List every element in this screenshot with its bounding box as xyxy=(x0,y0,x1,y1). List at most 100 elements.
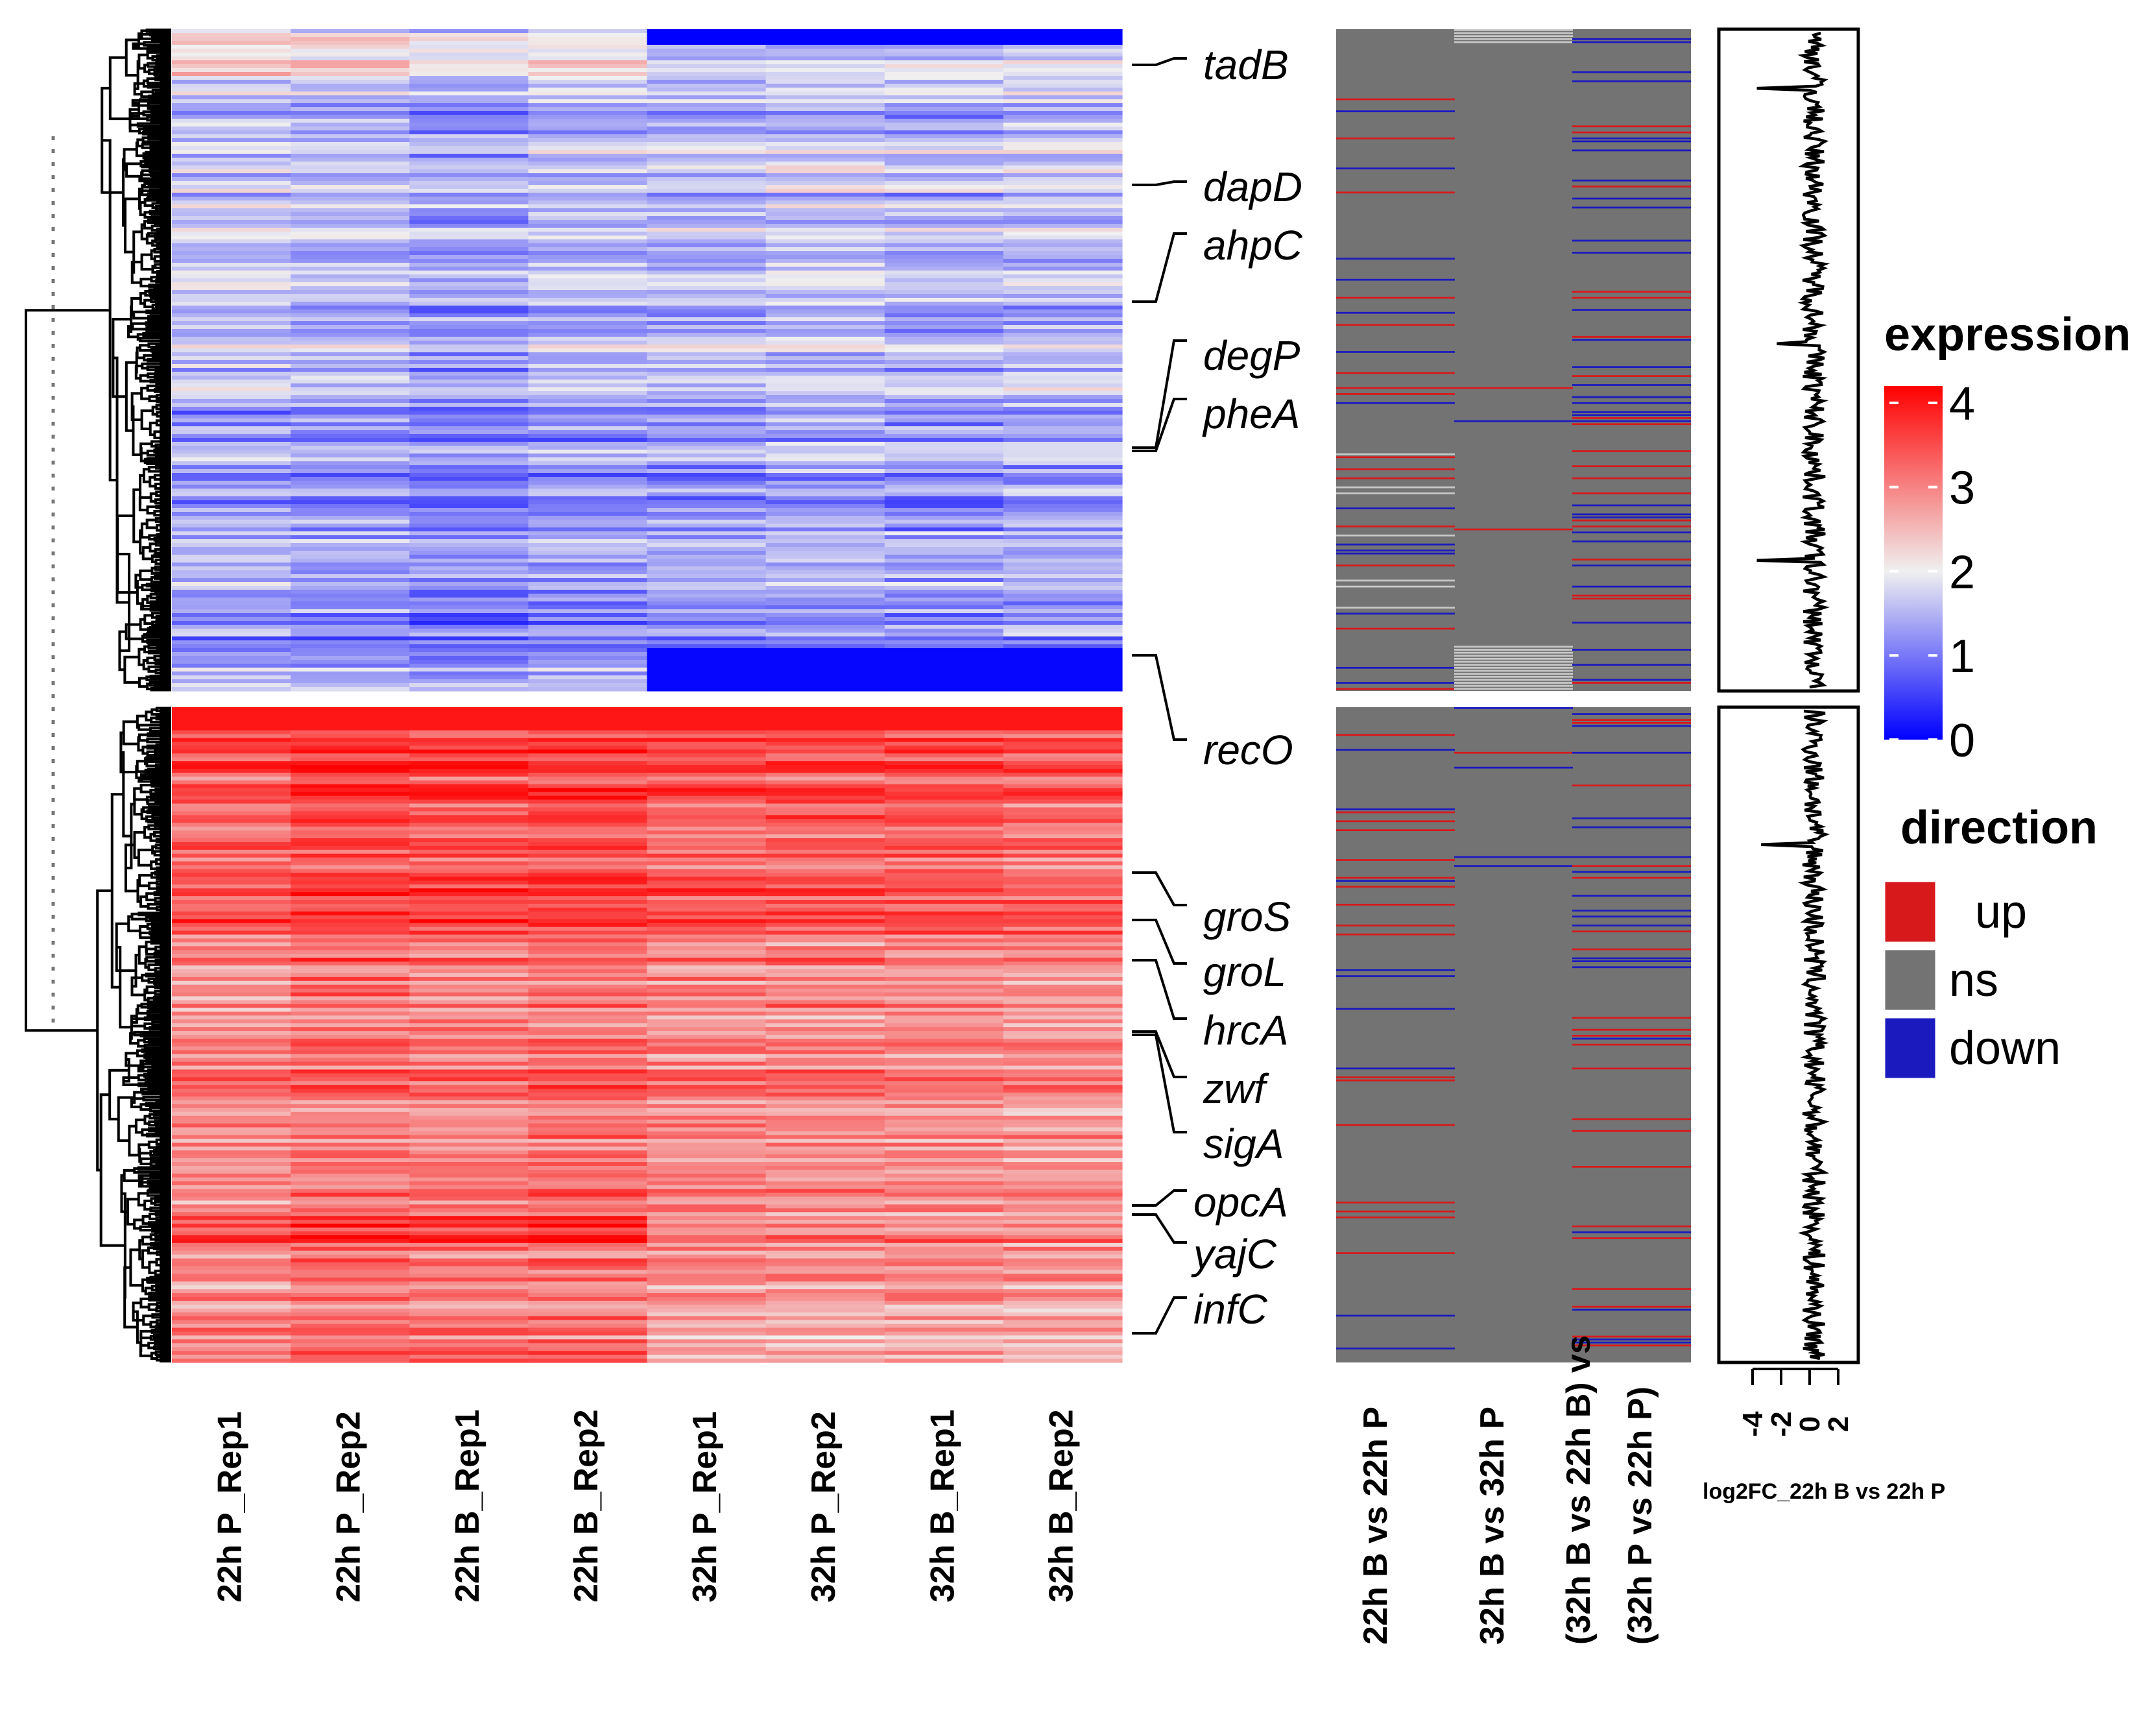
heatmap-cell xyxy=(528,648,648,653)
heatmap-cell xyxy=(1003,865,1123,870)
heatmap-cell xyxy=(172,1274,291,1278)
dendrogram-branch xyxy=(147,963,160,971)
heatmap-cell xyxy=(1003,613,1123,618)
heatmap-cell xyxy=(647,873,767,878)
heatmap-cell xyxy=(409,95,529,100)
heatmap-cell xyxy=(291,1254,410,1259)
heatmap-cell xyxy=(884,1031,1004,1035)
direction-cell xyxy=(1336,904,1455,906)
heatmap-cell xyxy=(884,162,1004,166)
heatmap-cell xyxy=(409,1343,529,1348)
heatmap-cell xyxy=(1003,799,1123,805)
heatmap-cell xyxy=(291,535,410,540)
heatmap-cell xyxy=(291,853,410,858)
dendrogram-branch xyxy=(146,632,160,637)
heatmap-cell xyxy=(172,1061,291,1067)
heatmap-cell xyxy=(291,586,410,590)
heatmap-cell xyxy=(528,679,648,684)
heatmap-cell xyxy=(291,481,410,485)
heatmap-cell xyxy=(409,37,529,42)
heatmap-cell xyxy=(647,730,767,735)
heatmap-cell xyxy=(528,660,648,664)
heatmap-cell xyxy=(647,984,767,989)
dendrogram-branch xyxy=(151,239,158,247)
heatmap-cell xyxy=(528,668,648,672)
heatmap-cell xyxy=(765,29,885,34)
heatmap-cell xyxy=(409,590,529,594)
heatmap-cell xyxy=(647,765,767,769)
dendrogram-branch xyxy=(149,1106,160,1113)
direction-cell xyxy=(1336,167,1455,170)
heatmap-cell xyxy=(647,1204,767,1209)
dendrogram-branch xyxy=(145,1052,160,1057)
heatmap-cell xyxy=(884,594,1004,598)
heatmap-cell xyxy=(647,212,767,217)
heatmap-cell xyxy=(172,313,291,318)
heatmap-cell xyxy=(409,1270,529,1274)
heatmap-cell xyxy=(172,640,291,645)
dendrogram-branch xyxy=(147,824,160,830)
direction-cell xyxy=(1336,975,1455,977)
heatmap-cell xyxy=(409,177,529,182)
heatmap-cell xyxy=(884,309,1004,314)
heatmap-cell xyxy=(647,173,767,178)
heatmap-cell xyxy=(647,1216,767,1220)
heatmap-cell xyxy=(647,1115,767,1120)
heatmap-cell xyxy=(291,1208,410,1213)
heatmap-cell xyxy=(409,372,529,376)
heatmap-cell xyxy=(172,399,291,404)
heatmap-cell xyxy=(765,1289,885,1294)
heatmap-cell xyxy=(172,220,291,224)
heatmap-cell xyxy=(172,830,291,835)
heatmap-cell xyxy=(647,629,767,633)
heatmap-cell xyxy=(884,278,1004,283)
heatmap-cell xyxy=(528,348,648,353)
heatmap-cell xyxy=(409,189,529,193)
heatmap-cell xyxy=(172,1343,291,1348)
heatmap-cell xyxy=(1003,1111,1123,1117)
heatmap-cell xyxy=(884,119,1004,123)
heatmap-cell xyxy=(291,1119,410,1124)
dendrogram-branch xyxy=(149,542,156,553)
heatmap-cell xyxy=(528,239,648,244)
dendrogram-branch xyxy=(147,46,160,51)
heatmap-cell xyxy=(172,197,291,201)
heatmap-cell xyxy=(1003,1228,1123,1232)
heatmap-cell xyxy=(884,33,1004,38)
heatmap-cell xyxy=(1003,84,1123,88)
heatmap-cell xyxy=(409,321,529,326)
heatmap-cell xyxy=(409,496,529,501)
heatmap-cell xyxy=(291,769,410,773)
heatmap-cell xyxy=(528,980,648,986)
expression-legend-tick-label: 4 xyxy=(1949,378,1975,430)
heatmap-cell xyxy=(291,730,410,735)
heatmap-cell xyxy=(409,337,529,341)
heatmap-cell xyxy=(291,594,410,598)
heatmap-cell xyxy=(647,594,767,598)
heatmap-cell xyxy=(647,426,767,431)
heatmap-cell xyxy=(528,138,648,143)
heatmap-cell xyxy=(291,372,410,376)
heatmap-cell xyxy=(409,516,529,520)
heatmap-cell xyxy=(884,395,1004,400)
dendrogram-branch xyxy=(155,614,160,620)
direction-cell xyxy=(1454,651,1573,654)
heatmap-cell xyxy=(1003,738,1123,743)
heatmap-cell xyxy=(765,919,885,924)
direction-cell xyxy=(1572,339,1691,341)
heatmap-cell xyxy=(291,142,410,147)
heatmap-cell xyxy=(172,290,291,295)
heatmap-cell xyxy=(1003,707,1123,712)
heatmap-cell xyxy=(647,784,767,789)
heatmap-cell xyxy=(647,115,767,119)
heatmap-cell xyxy=(291,259,410,263)
heatmap-cell xyxy=(765,165,885,170)
heatmap-cell xyxy=(647,1285,767,1290)
heatmap-cell xyxy=(884,158,1004,162)
heatmap-cell xyxy=(647,857,767,862)
heatmap-cell xyxy=(1003,123,1123,127)
heatmap-cell xyxy=(172,601,291,606)
heatmap-cell xyxy=(291,539,410,544)
gene-leader-line xyxy=(1132,1189,1187,1207)
heatmap-cell xyxy=(172,707,291,712)
